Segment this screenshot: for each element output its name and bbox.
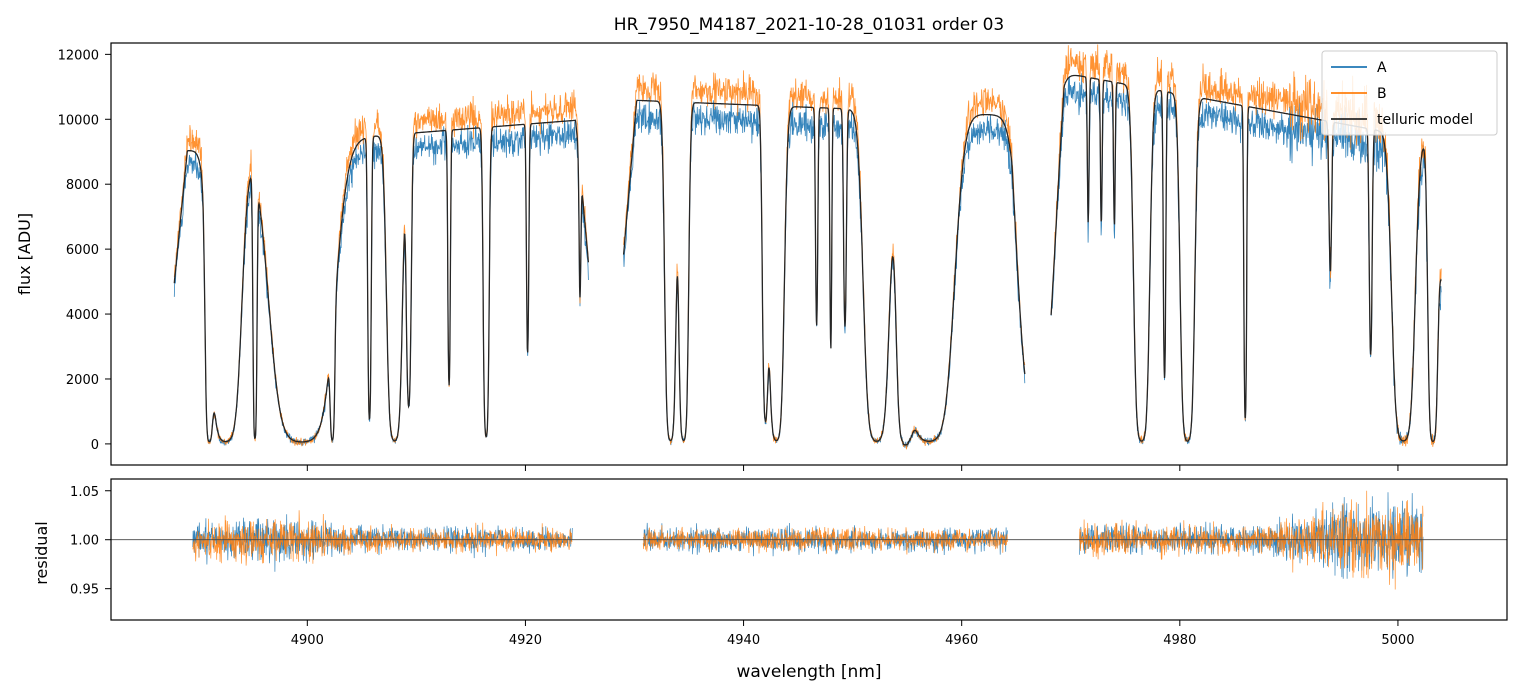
legend: A B telluric model: [1321, 50, 1498, 136]
residual-y-axis: 0.95 1.00 1.05: [70, 485, 111, 598]
residual-panel-frame: [110, 478, 1508, 621]
telluric-model-line: [173, 119, 590, 443]
residual-y-tick-label: 1.05: [70, 485, 99, 500]
flux-panel: 0 2000 4000 6000 8000 10000 12000 flux [ADU] A…: [15, 42, 1508, 471]
residual-series-group: [111, 490, 1507, 590]
residual-b-line: [192, 510, 573, 566]
flux-y-tick-label: 0: [91, 438, 99, 453]
telluric-model-line: [622, 99, 1026, 446]
flux-panel-frame: [110, 42, 1508, 466]
residual-y-label: residual: [32, 521, 51, 584]
residual-b-line: [1079, 490, 1424, 590]
residual-plot-area: [111, 490, 1507, 590]
flux-y-axis: 0 2000 4000 6000 8000 10000 12000: [58, 48, 111, 453]
flux-y-tick-label: 4000: [66, 308, 99, 323]
x-tick-label: 5000: [1381, 633, 1414, 648]
legend-label-b: B: [1377, 86, 1387, 102]
x-tick-label: 4940: [727, 633, 760, 648]
residual-b-line: [642, 525, 1008, 555]
x-axis-label: wavelength [nm]: [736, 662, 881, 682]
legend-label-a: A: [1377, 60, 1387, 76]
legend-frame: [1321, 50, 1498, 136]
chart-title: HR_7950_M4187_2021-10-28_01031 order 03: [614, 15, 1004, 35]
flux-x-axis: [306, 465, 1399, 471]
flux-y-tick-label: 6000: [66, 243, 99, 258]
residual-panel: 0.95 1.00 1.05 4900 4920 4940 4960 4980 5000 re…: [32, 478, 1508, 682]
x-tick-label: 4960: [945, 633, 978, 648]
residual-y-tick-label: 0.95: [70, 583, 99, 598]
flux-y-tick-label: 10000: [58, 113, 99, 128]
residual-x-axis: 4900 4920 4940 4960 4980 5000: [291, 620, 1414, 648]
x-tick-label: 4920: [509, 633, 542, 648]
residual-y-tick-label: 1.00: [70, 534, 99, 549]
x-tick-label: 4980: [1163, 633, 1196, 648]
flux-y-label: flux [ADU]: [15, 213, 34, 295]
flux-y-tick-label: 8000: [66, 178, 99, 193]
legend-label-telluric: telluric model: [1377, 112, 1473, 128]
x-tick-label: 4900: [291, 633, 324, 648]
flux-y-tick-label: 12000: [58, 48, 99, 63]
flux-y-tick-label: 2000: [66, 373, 99, 388]
